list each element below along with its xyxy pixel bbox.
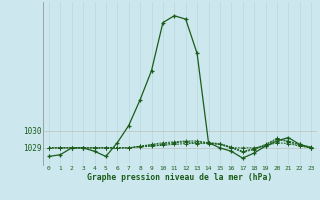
X-axis label: Graphe pression niveau de la mer (hPa): Graphe pression niveau de la mer (hPa)	[87, 173, 273, 182]
